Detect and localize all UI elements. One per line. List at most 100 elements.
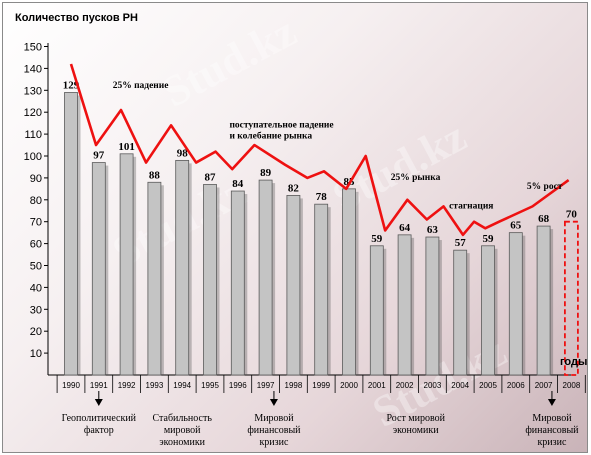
bar-value-label: 70 <box>566 209 578 221</box>
bar <box>258 179 273 376</box>
y-tick-label: 80 <box>30 195 42 207</box>
bar <box>230 190 245 376</box>
bar <box>342 188 356 376</box>
bar <box>119 153 134 376</box>
annotation-label: поступательное падение <box>229 121 333 131</box>
event-label: Рост мировой <box>386 413 445 424</box>
forecast-bar <box>564 220 579 376</box>
y-tick-label: 130 <box>24 85 42 97</box>
bar <box>481 245 495 376</box>
annotation-label: 25% падение <box>113 81 169 91</box>
y-tick-label: 30 <box>30 304 42 316</box>
bar <box>536 225 551 376</box>
bar <box>147 181 162 376</box>
y-tick-label: 20 <box>30 326 42 338</box>
event-label: Мировой <box>254 413 294 424</box>
y-axis-label: Количество пусков РН <box>15 12 138 24</box>
bar <box>286 195 301 376</box>
event-arrowhead <box>94 399 103 406</box>
y-tick-label: 90 <box>30 173 42 185</box>
bar-value-label: 101 <box>118 141 135 153</box>
bar-value-label: 63 <box>427 224 439 236</box>
x-tick-label: 1993 <box>146 381 164 390</box>
x-tick-label: 1997 <box>257 381 275 390</box>
x-tick-label: 2002 <box>396 381 414 390</box>
y-tick-label: 140 <box>24 63 42 75</box>
y-tick-label: 70 <box>30 217 42 229</box>
event-label: финансовый <box>247 425 301 436</box>
event-label: фактор <box>84 425 114 436</box>
x-tick-label: 1992 <box>118 381 136 390</box>
bar-value-label: 59 <box>371 233 383 245</box>
x-tick-label: 2003 <box>424 381 442 390</box>
x-tick-label: 1996 <box>229 381 247 390</box>
x-tick-label: 2008 <box>563 381 581 390</box>
event-arrowhead <box>269 399 278 406</box>
bar <box>397 234 412 376</box>
event-label: кризис <box>259 437 289 448</box>
watermark-text: Stud.kz <box>155 6 304 116</box>
x-tick-label: 1998 <box>285 381 303 390</box>
event-label: финансовый <box>525 425 579 436</box>
y-tick-label: 50 <box>30 261 42 273</box>
x-tick-label: 2004 <box>451 381 469 390</box>
annotation-label: стагнация <box>449 202 493 212</box>
x-tick-label: 2007 <box>535 381 553 390</box>
event-label: Геополитический <box>62 413 137 424</box>
bar <box>64 92 78 376</box>
x-tick-label: 1991 <box>90 381 108 390</box>
event-label: мировой <box>164 425 201 436</box>
annotation-label: и колебание рынка <box>229 130 312 141</box>
bar <box>314 203 329 376</box>
y-tick-label: 120 <box>24 107 42 119</box>
y-tick-label: 110 <box>24 129 42 141</box>
bar-value-label: 88 <box>149 169 161 181</box>
bar-value-label: 78 <box>316 191 328 203</box>
bar-value-label: 87 <box>205 171 217 183</box>
bar-value-label: 64 <box>399 222 411 234</box>
x-tick-label: 1995 <box>201 381 219 390</box>
event-label: экономики <box>159 437 205 448</box>
bar-value-label: 65 <box>510 220 522 232</box>
y-tick-label: 100 <box>24 151 42 163</box>
annotation-label: 5% рост <box>527 182 563 192</box>
bar-value-label: 59 <box>483 233 495 245</box>
x-tick-label: 1990 <box>62 381 80 390</box>
x-tick-label: 2001 <box>368 381 386 390</box>
event-label: Мировой <box>532 413 572 424</box>
x-axis-label: годы <box>560 356 587 368</box>
bar-value-label: 57 <box>455 237 467 249</box>
event-label: кризис <box>537 437 567 448</box>
bar <box>91 162 106 376</box>
bar-value-label: 82 <box>288 182 300 194</box>
bar <box>508 232 523 376</box>
event-label: экономики <box>393 425 439 436</box>
x-tick-label: 2006 <box>507 381 525 390</box>
bar-value-label: 89 <box>260 167 272 179</box>
y-tick-label: 10 <box>30 348 42 360</box>
x-tick-label: 1994 <box>173 381 191 390</box>
y-tick-label: 40 <box>30 282 42 294</box>
bar-value-label: 97 <box>93 150 105 162</box>
bar <box>453 249 468 376</box>
y-tick-label: 60 <box>30 239 42 251</box>
annotation-label: 25% рынка <box>391 173 441 183</box>
bar-value-label: 68 <box>538 213 550 225</box>
trend-line-layer <box>69 63 570 237</box>
bar <box>203 184 217 376</box>
event-arrowhead <box>547 399 556 406</box>
trend-line <box>69 63 570 237</box>
x-tick-label: 1999 <box>312 381 330 390</box>
x-tick-label: 2000 <box>340 381 358 390</box>
y-tick-label: 150 <box>24 42 42 54</box>
bar <box>369 245 384 376</box>
event-label: Стабильность <box>152 413 212 424</box>
bar-value-label: 98 <box>177 147 189 159</box>
x-tick-label: 2005 <box>479 381 497 390</box>
bar-value-label: 84 <box>232 178 244 190</box>
bar <box>175 159 190 376</box>
